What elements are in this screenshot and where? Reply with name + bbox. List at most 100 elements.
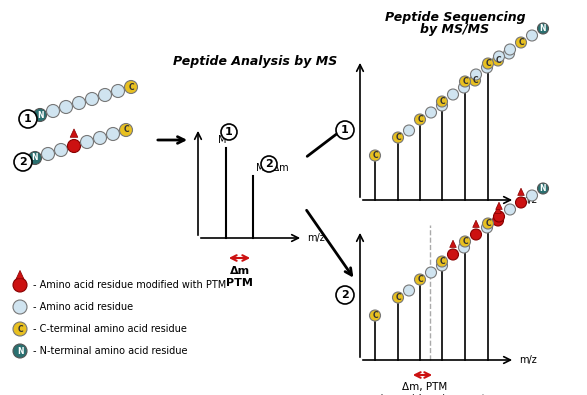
Text: M: M xyxy=(218,135,226,145)
Polygon shape xyxy=(495,206,501,213)
Circle shape xyxy=(504,48,514,59)
Circle shape xyxy=(73,96,86,109)
Text: 2: 2 xyxy=(341,290,349,300)
Circle shape xyxy=(13,300,27,314)
Circle shape xyxy=(447,89,458,100)
Circle shape xyxy=(527,190,538,201)
Circle shape xyxy=(106,128,120,141)
Text: N: N xyxy=(540,24,546,33)
Text: m/z: m/z xyxy=(519,355,537,365)
Circle shape xyxy=(515,37,527,48)
Circle shape xyxy=(55,143,68,156)
Text: C: C xyxy=(123,126,129,135)
Circle shape xyxy=(336,121,354,139)
Circle shape xyxy=(458,82,470,93)
Circle shape xyxy=(437,100,447,111)
Circle shape xyxy=(59,100,73,113)
Text: C: C xyxy=(439,97,445,106)
Text: 1: 1 xyxy=(24,114,32,124)
Text: Peptide Analysis by MS: Peptide Analysis by MS xyxy=(173,56,337,68)
Text: 2: 2 xyxy=(265,159,273,169)
Text: C: C xyxy=(495,56,501,65)
Text: C: C xyxy=(485,219,491,228)
Circle shape xyxy=(124,81,137,94)
Text: C: C xyxy=(417,115,423,124)
Polygon shape xyxy=(16,271,24,279)
Text: C: C xyxy=(17,325,23,333)
Circle shape xyxy=(527,30,538,41)
Text: m/z: m/z xyxy=(519,195,537,205)
Circle shape xyxy=(29,152,42,164)
Circle shape xyxy=(538,23,548,34)
Circle shape xyxy=(471,229,481,240)
Circle shape xyxy=(120,124,133,137)
Text: C: C xyxy=(439,257,445,266)
Polygon shape xyxy=(450,240,456,247)
Circle shape xyxy=(403,285,414,296)
Circle shape xyxy=(19,110,37,128)
Text: M+Δm: M+Δm xyxy=(256,163,289,173)
Text: N: N xyxy=(32,154,38,162)
Text: N: N xyxy=(17,346,23,356)
Circle shape xyxy=(494,51,504,62)
Circle shape xyxy=(481,62,492,73)
Text: C: C xyxy=(395,293,401,302)
Text: by MS/MS: by MS/MS xyxy=(420,23,490,36)
Text: - Amino acid residue: - Amino acid residue xyxy=(33,302,133,312)
Text: Δm
PTM: Δm PTM xyxy=(226,266,253,288)
Circle shape xyxy=(403,125,414,136)
Circle shape xyxy=(393,132,403,143)
Circle shape xyxy=(470,75,481,86)
Circle shape xyxy=(80,135,93,149)
Circle shape xyxy=(369,150,380,161)
Circle shape xyxy=(460,76,471,87)
Circle shape xyxy=(492,55,504,66)
Text: C: C xyxy=(417,275,423,284)
Circle shape xyxy=(492,215,504,226)
Circle shape xyxy=(13,278,27,292)
Text: C: C xyxy=(128,83,134,92)
Text: - Amino acid residue modified with PTM: - Amino acid residue modified with PTM xyxy=(33,280,226,290)
Circle shape xyxy=(483,218,494,229)
Circle shape xyxy=(13,344,27,358)
Text: m/z: m/z xyxy=(307,233,325,243)
Circle shape xyxy=(221,124,237,140)
Circle shape xyxy=(426,107,437,118)
Circle shape xyxy=(504,44,515,55)
Text: Peptide Sequencing: Peptide Sequencing xyxy=(384,11,525,24)
Text: 2: 2 xyxy=(19,157,27,167)
Circle shape xyxy=(504,204,515,215)
Text: C: C xyxy=(472,76,478,85)
Text: C: C xyxy=(462,77,468,86)
Circle shape xyxy=(46,105,59,117)
Circle shape xyxy=(336,286,354,304)
Polygon shape xyxy=(518,188,524,196)
Circle shape xyxy=(261,156,277,172)
Circle shape xyxy=(99,88,112,102)
Text: 1: 1 xyxy=(225,127,233,137)
Circle shape xyxy=(68,139,80,152)
Text: C: C xyxy=(518,38,524,47)
Circle shape xyxy=(42,147,55,160)
Text: - N-terminal amino acid residue: - N-terminal amino acid residue xyxy=(33,346,187,356)
Circle shape xyxy=(414,274,426,285)
Polygon shape xyxy=(473,220,480,228)
Circle shape xyxy=(13,322,27,336)
Text: - C-terminal amino acid residue: - C-terminal amino acid residue xyxy=(33,324,187,334)
Circle shape xyxy=(471,69,481,80)
Circle shape xyxy=(393,292,403,303)
Circle shape xyxy=(481,222,492,233)
Circle shape xyxy=(494,211,504,222)
Circle shape xyxy=(538,183,548,194)
Polygon shape xyxy=(495,202,502,209)
Text: Δm, PTM
amino acid assignment: Δm, PTM amino acid assignment xyxy=(364,382,486,395)
Circle shape xyxy=(437,96,447,107)
Text: C: C xyxy=(395,133,401,142)
Circle shape xyxy=(483,58,494,69)
Text: C: C xyxy=(372,311,378,320)
Polygon shape xyxy=(70,129,78,137)
Circle shape xyxy=(86,92,99,105)
Circle shape xyxy=(437,260,447,271)
Circle shape xyxy=(33,109,46,122)
Circle shape xyxy=(14,153,32,171)
